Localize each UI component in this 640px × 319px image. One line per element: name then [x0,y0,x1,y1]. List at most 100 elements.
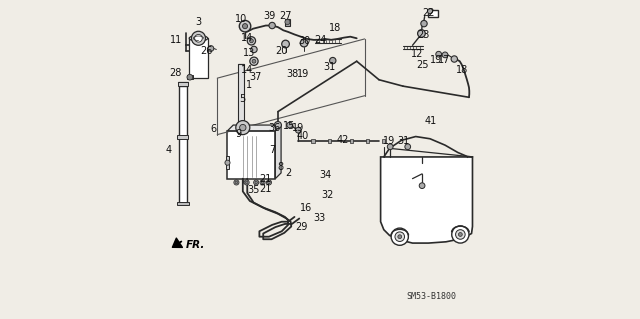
Text: 36: 36 [268,123,280,133]
Text: 16: 16 [300,203,312,213]
Text: 28: 28 [170,68,182,78]
Circle shape [250,57,258,65]
Text: 18: 18 [456,64,468,75]
Circle shape [395,232,404,241]
Circle shape [330,57,336,64]
Polygon shape [381,157,472,243]
Text: 15: 15 [282,121,295,131]
Bar [428,10,438,17]
Bar [382,139,385,143]
Circle shape [451,56,458,62]
Text: 14: 14 [241,33,253,43]
Bar [312,139,315,143]
Text: 9: 9 [236,129,242,139]
Text: 20: 20 [276,46,288,56]
Circle shape [234,180,239,185]
Text: 19: 19 [430,55,442,65]
Circle shape [247,37,255,45]
Circle shape [282,40,289,48]
Circle shape [239,20,251,32]
Circle shape [255,181,257,184]
Circle shape [236,121,250,135]
Bar [177,135,188,139]
Circle shape [428,9,433,14]
Polygon shape [189,38,208,78]
Circle shape [442,52,448,58]
Circle shape [191,31,205,45]
Bar [366,139,369,143]
Text: 31: 31 [397,136,409,146]
Circle shape [387,144,393,150]
Polygon shape [227,125,281,131]
Text: 14: 14 [241,65,253,75]
Bar [238,64,244,134]
Text: 11: 11 [170,35,182,45]
Text: 21: 21 [260,184,272,194]
Circle shape [225,160,230,165]
FancyArrowPatch shape [172,238,182,248]
Circle shape [195,34,202,42]
Circle shape [405,144,411,150]
Circle shape [275,122,282,129]
Circle shape [418,30,425,37]
Bar [178,82,188,86]
Polygon shape [275,125,281,179]
Text: 1: 1 [246,79,252,90]
Circle shape [456,230,465,239]
Circle shape [398,235,402,239]
Text: 17: 17 [438,55,451,65]
Text: 12: 12 [410,48,423,59]
Circle shape [268,181,270,184]
Bar [285,19,290,26]
Text: 10: 10 [235,14,247,24]
Text: 23: 23 [417,30,430,40]
Circle shape [436,51,442,57]
Circle shape [421,20,427,27]
Circle shape [243,24,248,29]
Text: 21: 21 [260,174,272,184]
Circle shape [458,233,462,236]
Circle shape [244,180,249,185]
Bar [226,156,229,169]
Circle shape [187,74,193,80]
Text: 13: 13 [243,48,255,58]
Text: 38: 38 [286,69,298,79]
Text: FR.: FR. [186,240,205,250]
Text: 30: 30 [298,36,310,47]
Text: 8: 8 [277,161,283,172]
Circle shape [452,226,469,243]
Text: 22: 22 [422,8,435,18]
Text: 25: 25 [416,60,428,70]
Ellipse shape [189,35,208,41]
Circle shape [235,181,237,184]
Text: 6: 6 [210,124,216,134]
Text: 7: 7 [269,145,275,155]
Text: 39: 39 [264,11,276,21]
Text: 40: 40 [296,130,308,141]
Text: 31: 31 [323,62,336,72]
Circle shape [250,39,253,43]
Circle shape [239,124,246,131]
Text: 35: 35 [247,185,259,195]
Text: 2: 2 [285,168,291,178]
Circle shape [252,59,256,63]
Text: 3: 3 [196,17,202,27]
Text: 32: 32 [321,189,333,200]
Text: 18: 18 [329,23,341,33]
Circle shape [285,19,290,25]
Polygon shape [179,86,187,203]
Bar [328,139,331,143]
Polygon shape [227,131,275,179]
Text: 33: 33 [313,212,325,223]
Bar [187,75,193,79]
Text: 37: 37 [250,71,262,82]
Circle shape [269,22,275,29]
Circle shape [419,183,425,189]
Circle shape [260,180,265,185]
Text: SM53-B1800: SM53-B1800 [406,292,456,300]
Text: 5: 5 [239,94,245,104]
Circle shape [245,181,248,184]
Text: 19: 19 [297,69,309,79]
Circle shape [296,127,301,133]
Text: 41: 41 [424,115,437,126]
